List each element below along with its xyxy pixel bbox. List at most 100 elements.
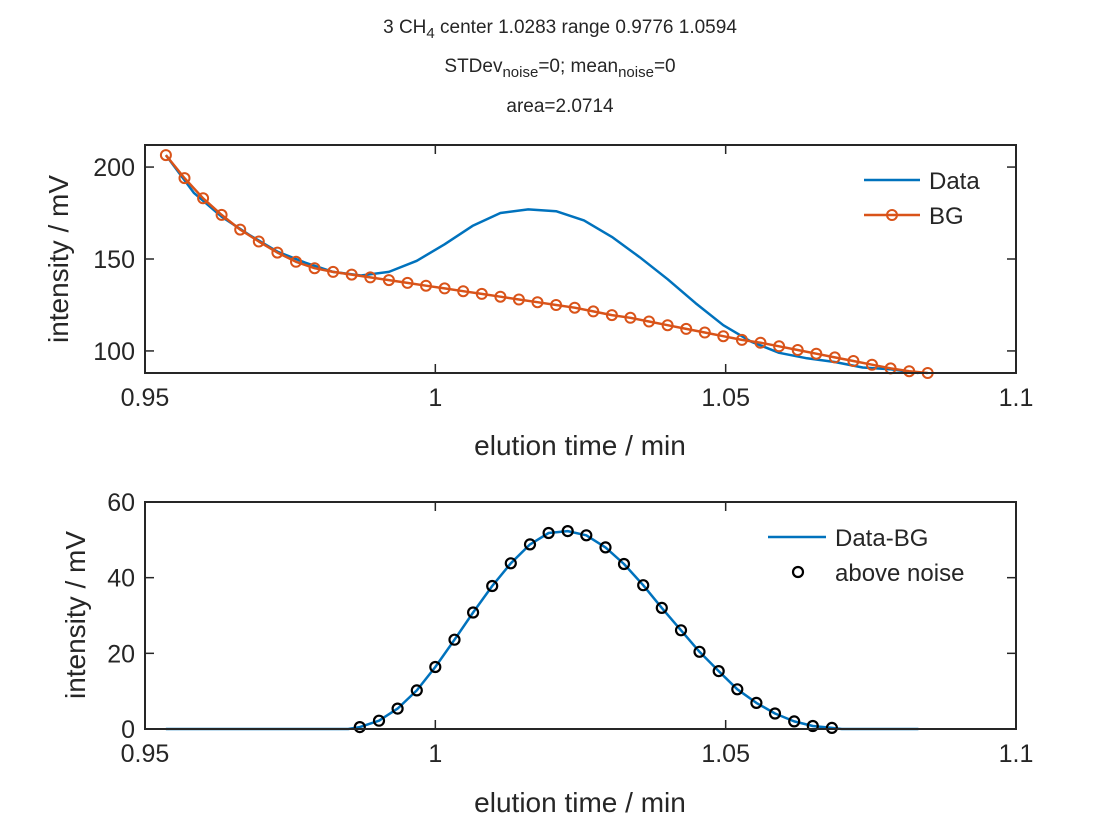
data-point-above-noise: [806, 719, 819, 733]
data-point-above-noise: [788, 715, 801, 728]
data-point-bg: [587, 305, 600, 318]
bottom-plot-series: [165, 524, 919, 735]
bottom-x-tick-label: 1.05: [701, 740, 750, 768]
data-point-bg: [178, 172, 191, 185]
data-point-above-noise: [768, 707, 782, 720]
data-point-bg: [252, 235, 265, 248]
data-point-bg: [605, 309, 618, 322]
data-point-bg: [271, 246, 284, 259]
data-point-bg: [345, 268, 358, 281]
data-point-bg: [810, 347, 823, 360]
legend-label-data: Data: [929, 168, 980, 195]
data-point-above-noise: [486, 579, 499, 593]
data-point-bg: [866, 358, 878, 371]
data-point-above-noise: [655, 601, 668, 615]
data-point-bg: [382, 274, 395, 287]
top-plot-panel: 0.95 1 1.05 1.1 100 150 200 elution time / min…: [43, 144, 1033, 461]
data-point-bg: [494, 290, 507, 303]
data-point-bg: [643, 315, 655, 328]
data-point-bg: [401, 276, 414, 289]
data-point-above-noise: [693, 645, 706, 658]
top-plot-legend-box: [846, 160, 996, 234]
data-point-bg: [475, 287, 488, 300]
data-point-bg: [512, 293, 525, 306]
bottom-y-tick-label: 60: [107, 489, 135, 517]
data-point-bg: [327, 265, 340, 278]
data-point-bg: [680, 322, 693, 335]
data-point-above-noise: [410, 684, 423, 697]
data-point-above-noise: [637, 579, 650, 592]
data-point-bg: [215, 208, 228, 221]
data-point-bg: [290, 255, 302, 268]
data-point-bg: [847, 355, 860, 367]
series-line-bg: [164, 154, 928, 375]
data-point-above-noise: [580, 529, 593, 542]
bottom-plot-x-axis-label: elution time / min: [474, 787, 686, 818]
bottom-plot-y-axis-label: intensity / mV: [60, 531, 91, 699]
data-point-bg: [903, 365, 916, 378]
title-line-1: 3 CH4 center 1.0283 range 0.9776 1.0594: [383, 17, 737, 42]
data-point-bg: [717, 330, 730, 343]
data-point-bg: [698, 326, 711, 339]
data-point-above-noise: [731, 683, 744, 696]
data-point-above-noise: [523, 538, 537, 551]
top-y-tick-label: 100: [93, 338, 135, 366]
legend-label-data-bg: Data-BG: [835, 525, 928, 552]
bottom-y-tick-label: 20: [107, 640, 135, 668]
legend-marker-bg: [886, 209, 898, 221]
top-x-tick-label: 1.1: [999, 384, 1034, 412]
bottom-x-tick-label: 1: [428, 740, 442, 768]
series-line-data-bg: [165, 529, 919, 731]
data-point-bg: [550, 299, 563, 311]
data-point-bg: [735, 333, 748, 346]
data-point-above-noise: [504, 557, 517, 570]
data-point-above-noise: [391, 702, 404, 715]
bottom-plot-panel: 0.95 1 1.05 1.1 0 20 40 60 elution time / min i…: [60, 489, 1033, 818]
data-point-bg: [308, 262, 321, 275]
top-x-tick-label: 1.05: [701, 384, 750, 412]
data-point-bg: [457, 285, 470, 298]
data-point-above-noise: [674, 624, 688, 637]
top-x-tick-label: 0.95: [121, 384, 170, 412]
bottom-plot-legend: Data-BG above noise: [756, 514, 996, 590]
title-line-2: STDevnoise=0; meannoise=0: [444, 56, 675, 81]
top-plot-legend: Data BG: [846, 160, 996, 234]
bottom-y-tick-label: 0: [121, 716, 135, 744]
legend-label-above-noise: above noise: [835, 560, 964, 587]
data-point-bg: [159, 149, 172, 162]
title-line-3: area=2.0714: [506, 96, 614, 117]
data-point-above-noise: [825, 721, 839, 735]
data-point-bg: [234, 223, 247, 236]
data-point-bg: [828, 351, 841, 364]
data-point-bg: [661, 319, 674, 332]
data-point-bg: [420, 279, 432, 292]
data-point-above-noise: [617, 557, 631, 571]
data-point-bg: [531, 296, 544, 309]
data-point-above-noise: [429, 660, 442, 674]
data-point-bg: [438, 282, 451, 295]
data-point-bg: [568, 301, 581, 314]
data-point-above-noise: [712, 664, 725, 678]
data-point-bg: [754, 336, 767, 349]
data-point-bg: [773, 340, 786, 353]
bottom-plot-axes-box: [144, 501, 1017, 730]
top-y-tick-label: 200: [93, 154, 135, 182]
legend-marker-above-noise: [791, 565, 805, 579]
data-point-bg: [791, 344, 804, 356]
data-point-bg: [624, 311, 637, 324]
data-point-above-noise: [542, 526, 555, 540]
data-point-above-noise: [372, 714, 386, 727]
top-plot-y-axis-label: intensity / mV: [43, 175, 74, 343]
data-point-above-noise: [353, 720, 366, 734]
top-y-tick-label: 150: [93, 246, 135, 274]
data-point-above-noise: [599, 541, 612, 554]
data-point-above-noise: [561, 524, 574, 538]
bottom-y-tick-label: 40: [107, 565, 135, 593]
data-point-above-noise: [467, 606, 480, 619]
data-point-bg: [197, 192, 210, 205]
data-point-above-noise: [750, 696, 763, 710]
bottom-x-tick-label: 0.95: [121, 740, 170, 768]
top-plot-ticks: 0.95 1 1.05 1.1 100 150 200: [93, 145, 1033, 412]
bottom-x-tick-label: 1.1: [999, 740, 1034, 768]
